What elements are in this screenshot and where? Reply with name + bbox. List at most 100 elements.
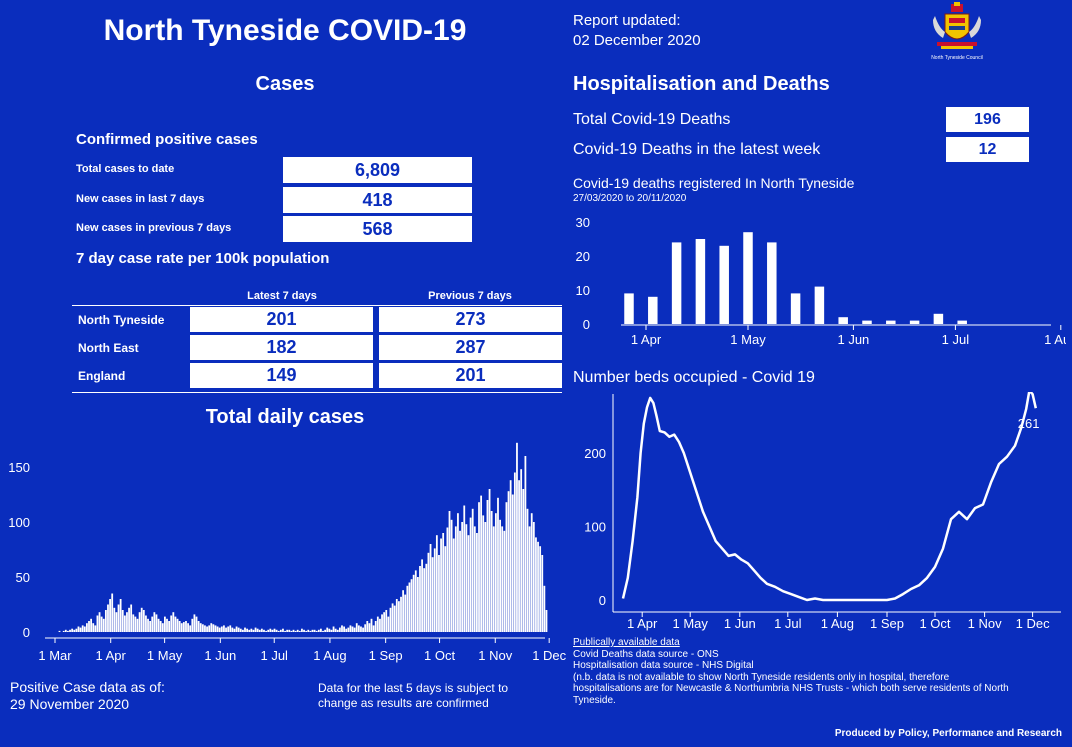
case-bar [313, 629, 316, 632]
case-bar [267, 629, 270, 632]
case-bar [450, 519, 453, 632]
case-bar [277, 630, 280, 632]
positive-note-line1: Positive Case data as of: [10, 679, 165, 695]
logo-caption: North Tyneside Council [931, 55, 983, 61]
rate-previous-value: 273 [379, 307, 562, 332]
x-tick-label: 1 May [147, 648, 183, 663]
case-bar [528, 526, 531, 632]
case-bar [220, 626, 223, 632]
prev-cases-label: New cases in previous 7 days [76, 222, 232, 234]
case-bar [307, 629, 310, 632]
case-bar [328, 628, 331, 632]
case-bar [119, 599, 122, 632]
x-tick-label: 1 Apr [631, 332, 662, 347]
case-bar [296, 629, 299, 632]
table-row: North East 182 287 [72, 335, 562, 362]
data-label: 261 [1018, 416, 1040, 431]
rate-col-latest: Latest 7 days [247, 290, 317, 302]
rate-heading: 7 day case rate per 100k population [76, 250, 330, 267]
lag-note-line1: Data for the last 5 days is subject to [318, 681, 509, 695]
x-tick-label: 1 Dec [532, 648, 566, 663]
case-bar [492, 526, 495, 632]
case-bar [505, 502, 508, 632]
case-bar [480, 495, 483, 632]
case-bar [79, 627, 82, 632]
case-bar [347, 627, 350, 632]
case-bar [210, 623, 213, 632]
x-tick-label: 1 Aug [821, 616, 854, 631]
case-bar [419, 566, 421, 632]
case-bar [279, 629, 282, 632]
case-bar [421, 559, 423, 632]
case-bar [134, 616, 137, 632]
case-bar [516, 442, 518, 632]
case-bar [282, 628, 284, 632]
case-bar [214, 625, 217, 632]
case-bar [326, 627, 329, 632]
case-bar [476, 533, 478, 632]
case-bar [398, 601, 400, 632]
case-bar [435, 535, 438, 632]
case-bar [239, 628, 242, 632]
case-bar [349, 625, 352, 632]
case-bar [324, 629, 327, 632]
case-bar [201, 624, 204, 632]
rate-area-name: England [78, 369, 126, 383]
beds-chart: 0 100 200 1 Apr 1 May 1 Jun 1 Jul 1 Aug 1 Sep 1 O… [584, 392, 1061, 631]
case-bar [410, 579, 413, 632]
case-bar [237, 627, 240, 632]
x-tick-label: 1 Jun [204, 648, 236, 663]
case-bar [444, 546, 447, 632]
case-bar [71, 628, 74, 632]
case-bar [92, 623, 95, 632]
case-bar [286, 629, 289, 632]
x-tick-label: 1 Aug [313, 648, 346, 663]
x-tick-label: 1 Jul [774, 616, 802, 631]
rate-previous-value: 201 [379, 363, 562, 388]
case-bar [454, 526, 457, 632]
case-bar [69, 629, 71, 632]
rate-latest-value: 182 [190, 335, 373, 360]
case-bar [370, 618, 373, 632]
case-bar [353, 627, 356, 632]
case-bar [425, 563, 428, 632]
case-bar [357, 625, 360, 632]
total-deaths-label: Total Covid-19 Deaths [573, 111, 731, 128]
new-cases-label: New cases in last 7 days [76, 193, 205, 205]
case-bar [385, 610, 388, 632]
case-bar [442, 533, 445, 632]
case-bar [256, 628, 259, 632]
case-bar [212, 624, 215, 632]
source-line: hospitalisations are for Newcastle & Nor… [573, 683, 1009, 694]
case-bar [334, 628, 337, 632]
case-bar [115, 612, 118, 632]
case-bar [322, 630, 324, 632]
case-bar [486, 500, 489, 632]
case-bar [140, 607, 143, 632]
case-bar [507, 491, 510, 632]
y-tick-label: 10 [576, 283, 590, 298]
case-bar [273, 628, 276, 632]
case-bar [260, 628, 263, 632]
case-bar [513, 472, 516, 632]
x-tick-label: 1 Dec [1016, 616, 1050, 631]
case-bar [457, 513, 459, 632]
case-bar [149, 621, 152, 632]
case-bar [545, 610, 548, 632]
case-bar [225, 627, 227, 632]
case-bar [537, 541, 539, 632]
case-bar [96, 615, 99, 632]
daily-cases-chart: 0 50 100 150 1 Mar 1 Apr 1 May 1 Jun 1 Jul 1 Aug 1… [8, 442, 567, 663]
case-bar [62, 630, 65, 632]
case-bar [216, 626, 219, 632]
case-bar [497, 497, 499, 632]
case-bar [98, 612, 101, 632]
y-tick-label: 150 [8, 460, 30, 475]
case-bar [467, 535, 470, 632]
case-bar [524, 456, 527, 632]
case-bar [336, 629, 339, 632]
case-bar [301, 628, 303, 632]
case-bar [178, 621, 181, 632]
death-bar [743, 232, 753, 324]
case-bar [159, 621, 162, 632]
